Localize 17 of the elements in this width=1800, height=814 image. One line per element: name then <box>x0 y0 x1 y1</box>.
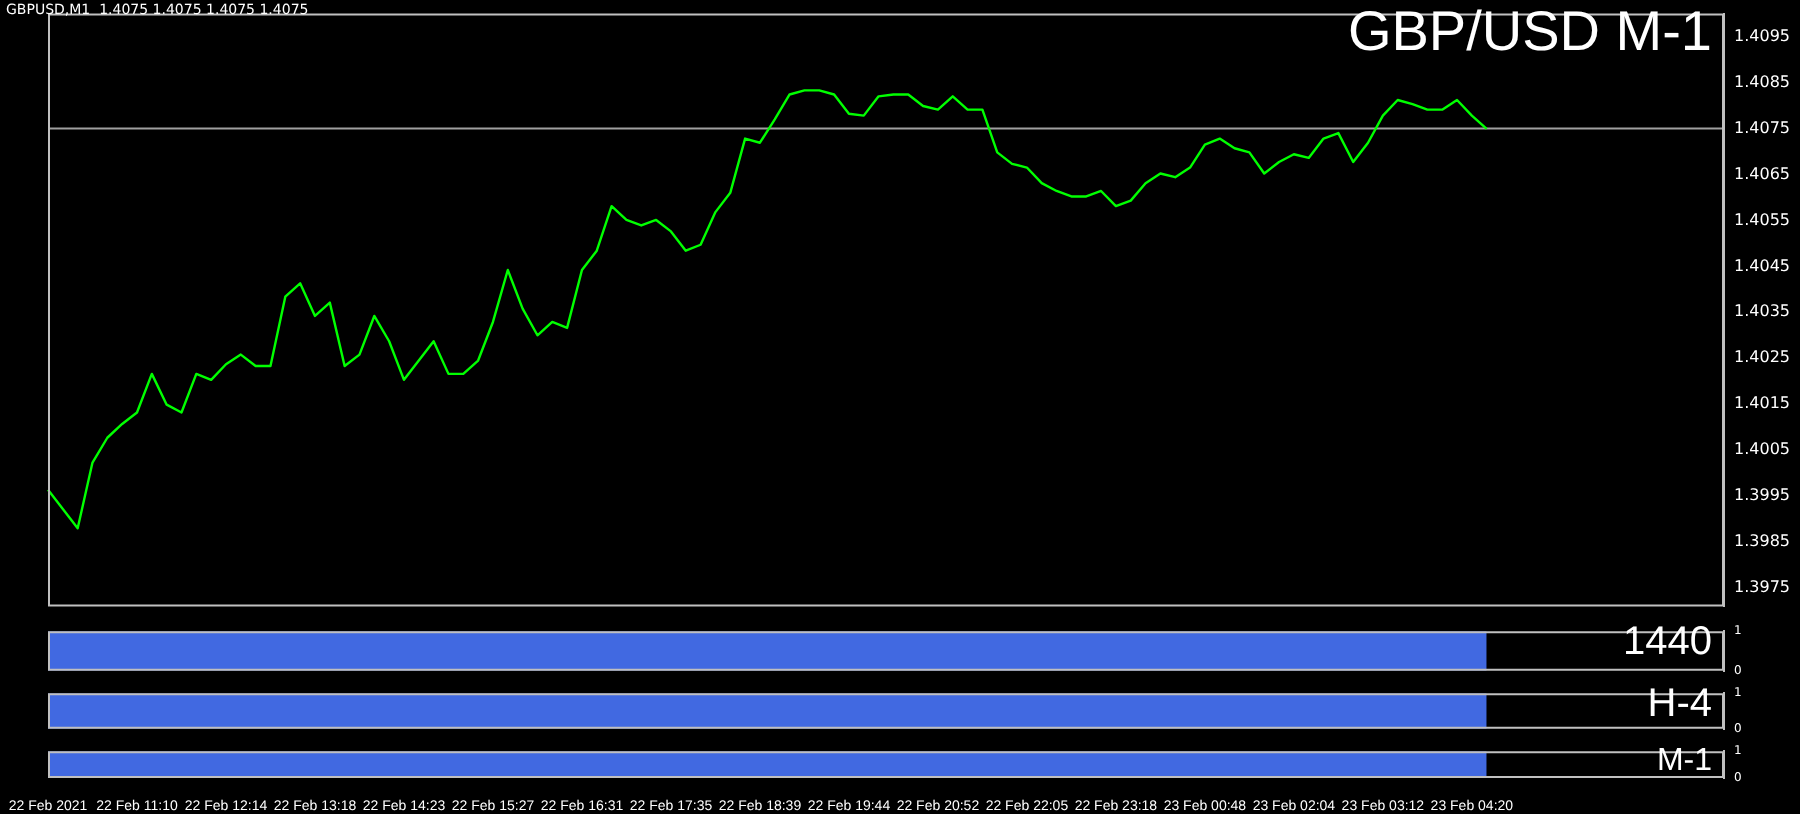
y-tick-label: 1.4095 <box>1734 26 1790 45</box>
y-tick-label: 1.4075 <box>1734 118 1790 137</box>
y-tick-label: 1.4005 <box>1734 440 1790 459</box>
chart-title: H-4 <box>1647 682 1712 726</box>
y-tick-label: 1.3995 <box>1734 486 1790 505</box>
y-tick-label: 1.3975 <box>1734 578 1790 597</box>
y-tick-label: 1.3985 <box>1734 532 1790 551</box>
chart-title: 1440 <box>1623 620 1712 664</box>
y-tick-label: 1.4085 <box>1734 72 1790 91</box>
y-tick-label: 1.4035 <box>1734 302 1790 321</box>
y-tick-label: 1.4065 <box>1734 164 1790 183</box>
y-tick-label: 1.4055 <box>1734 210 1790 229</box>
y-tick-label: 1.4025 <box>1734 348 1790 367</box>
chart-title: M-1 <box>1656 744 1712 778</box>
chart-title: GBP/USD M-1 <box>1347 0 1712 62</box>
y-tick-label: 1.4015 <box>1734 394 1790 413</box>
y-tick-label: 1.4045 <box>1734 256 1790 275</box>
